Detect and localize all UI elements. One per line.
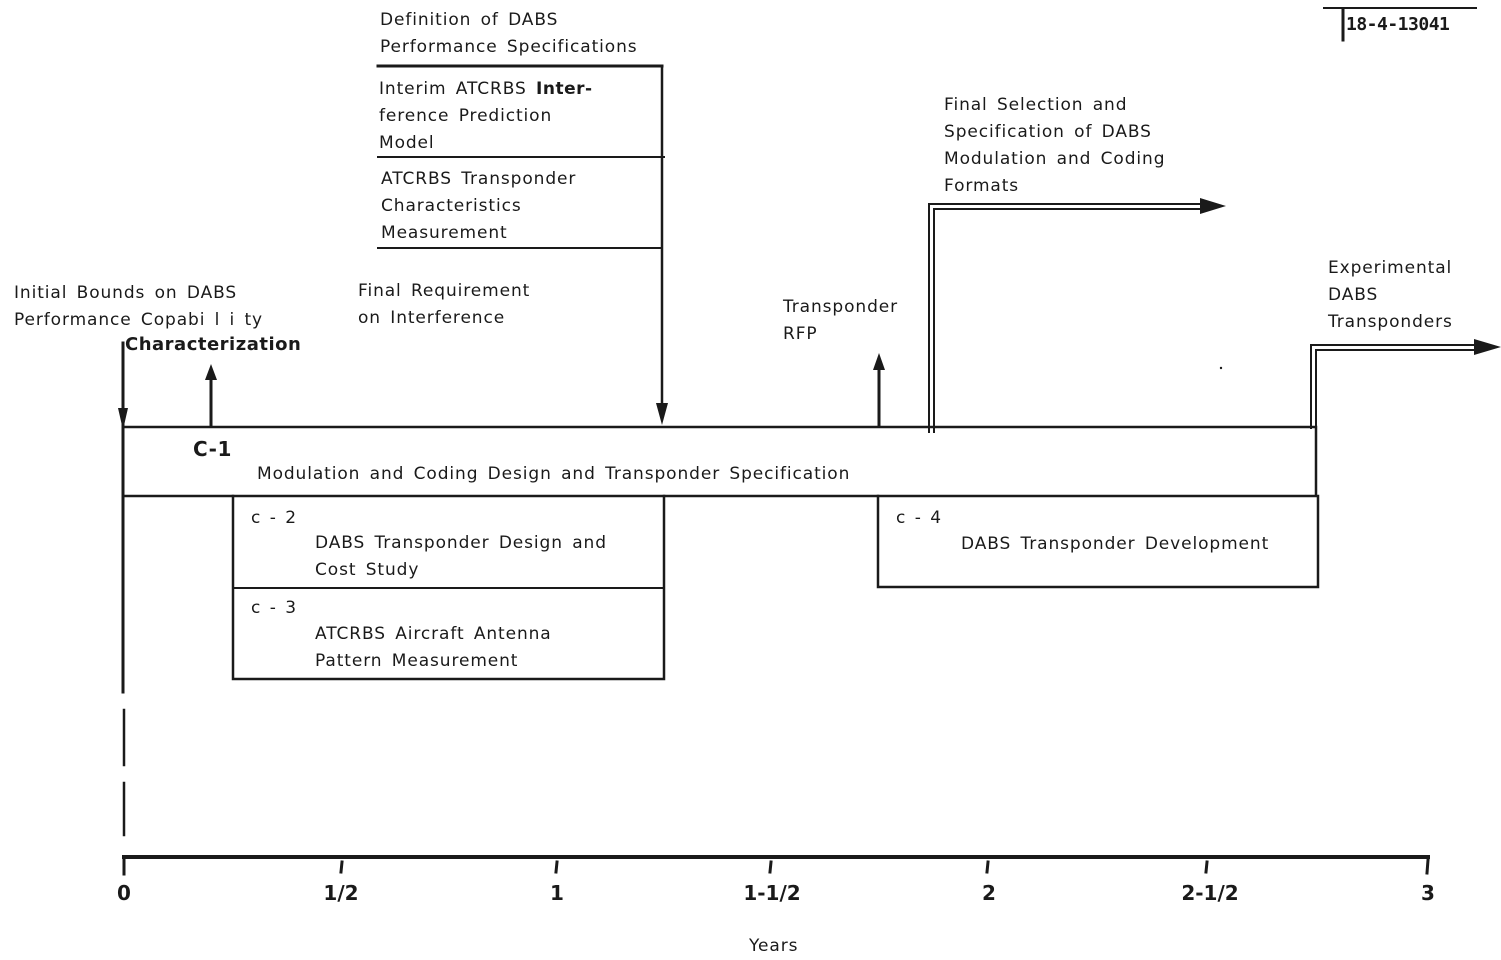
- axis-tick-label: 2: [982, 881, 996, 905]
- axis-tick-label: 1: [550, 881, 564, 905]
- task-code-c1: C-1: [193, 437, 232, 461]
- experimental-path: [1310, 344, 1481, 429]
- milestone-transponder-rfp: Transponder RFP: [783, 297, 899, 344]
- milestone-initial-bounds: Initial Bounds on DABS Performance Copab…: [14, 283, 264, 330]
- milestone-transponder-characteristics: ATCRBS Transponder Characteristics Measu…: [381, 169, 577, 243]
- axis-tick-label: 1-1/2: [743, 881, 801, 905]
- axis-tick-label: 1/2: [323, 881, 359, 905]
- final-selection-path: [928, 203, 1205, 433]
- axis-tick-label: 2-1/2: [1181, 881, 1239, 905]
- task-title-c2: DABS Transponder Design and Cost Study: [315, 533, 607, 580]
- task-title-c3: ATCRBS Aircraft Antenna Pattern Measurem…: [315, 624, 552, 671]
- milestone-interim-model: Interim ATCRBS Inter- ference Prediction…: [379, 79, 593, 153]
- reference-number: 18-4-13041: [1346, 14, 1450, 35]
- milestone-experimental: Experimental DABS Transponders: [1328, 258, 1453, 332]
- task-code-c4: c - 4: [896, 508, 944, 528]
- task-bar-c4: [876, 494, 1320, 589]
- axis-title: Years: [749, 936, 799, 956]
- task-code-c2: c - 2: [251, 508, 299, 528]
- milestone-final-requirement: Final Requirement on Interference: [358, 281, 531, 328]
- task-title-c4: DABS Transponder Development: [961, 534, 1270, 554]
- milestone-definition: Definition of DABS Performance Specifica…: [380, 10, 638, 57]
- milestone-characterization: Characterization: [125, 334, 302, 355]
- axis-tick-label: 3: [1421, 881, 1435, 905]
- task-title-c1: Modulation and Coding Design and Transpo…: [257, 464, 851, 484]
- milestone-final-selection: Final Selection and Specification of DAB…: [944, 95, 1166, 196]
- task-code-c3: c - 3: [251, 598, 299, 618]
- axis-tick-label: 0: [117, 881, 131, 905]
